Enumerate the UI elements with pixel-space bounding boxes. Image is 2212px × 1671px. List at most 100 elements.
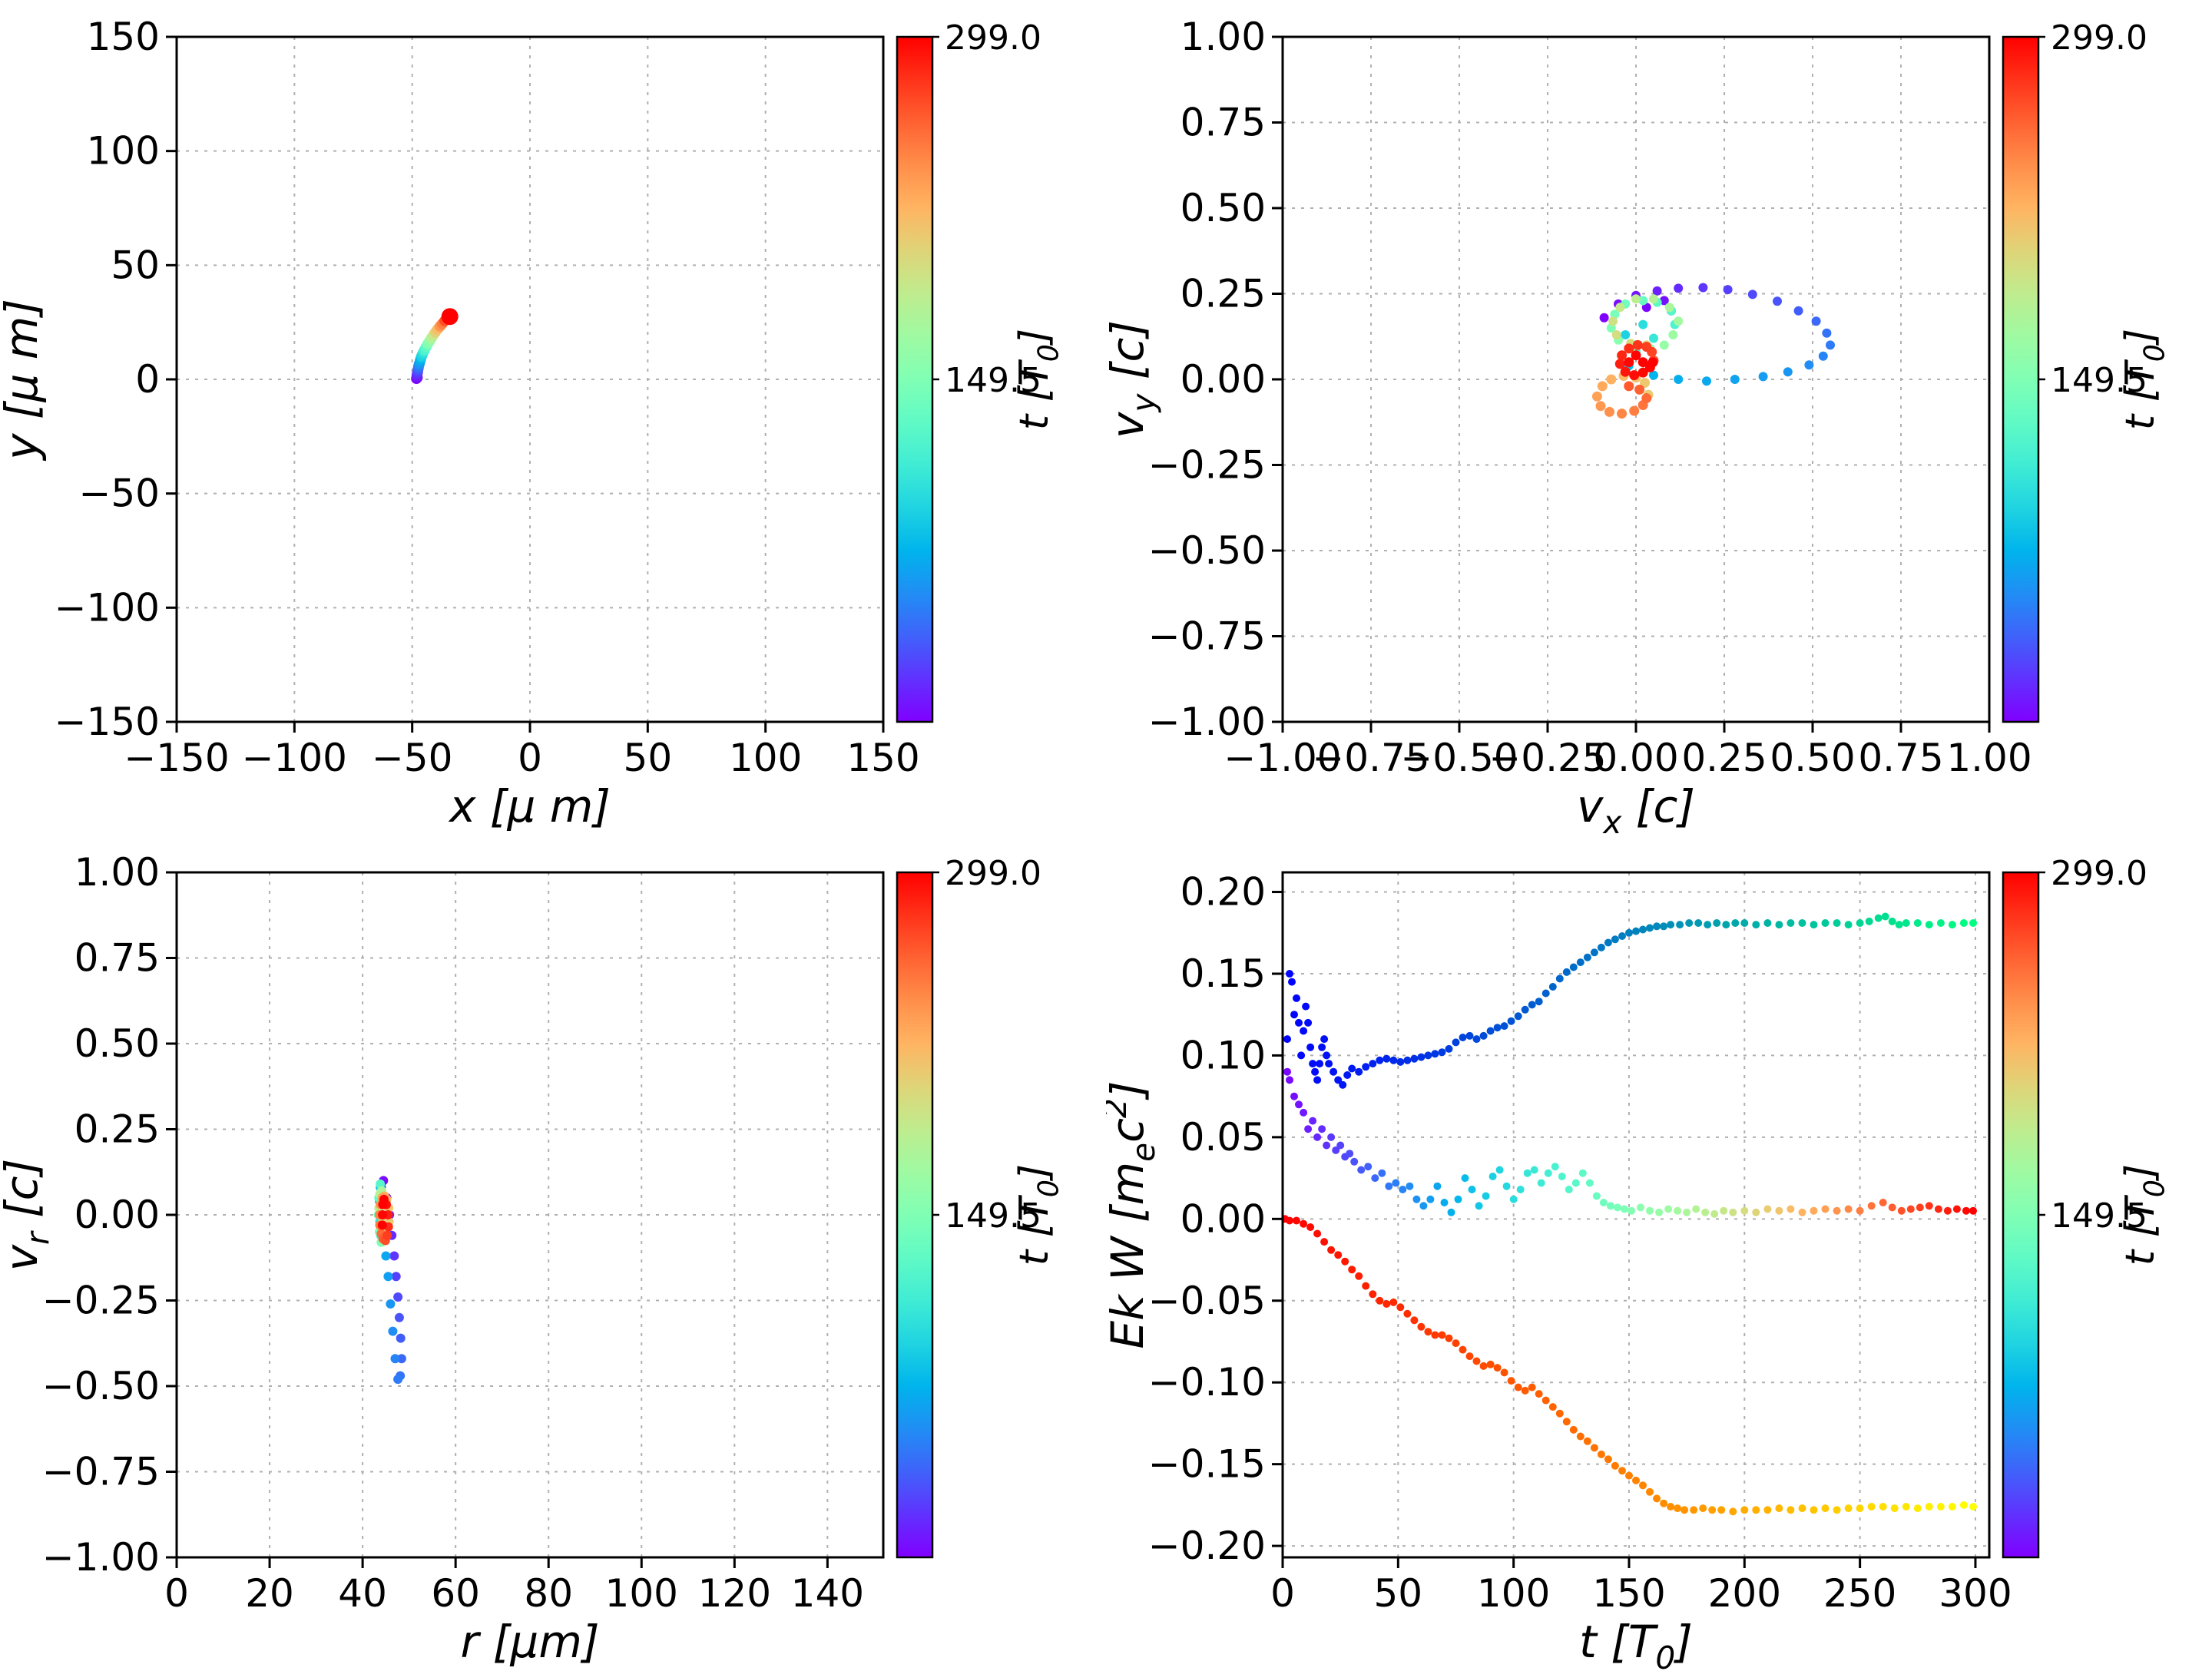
data-point <box>1667 1503 1675 1511</box>
data-point <box>1649 294 1658 304</box>
data-point <box>1821 919 1830 927</box>
data-point <box>1775 1206 1783 1215</box>
data-point <box>1879 1503 1887 1511</box>
data-point <box>378 1199 388 1209</box>
data-point <box>1555 1409 1564 1418</box>
data-point <box>1959 1501 1968 1509</box>
data-point <box>1295 1018 1303 1027</box>
data-point <box>1313 1229 1322 1238</box>
y-tick-label: −50 <box>78 472 160 516</box>
data-point <box>1412 1195 1421 1203</box>
data-point <box>391 1272 401 1282</box>
data-point <box>1674 1206 1682 1215</box>
data-point <box>378 1210 388 1219</box>
data-point <box>1888 917 1896 925</box>
data-point <box>1637 357 1648 368</box>
data-point <box>1775 921 1783 929</box>
data-point <box>1302 1002 1310 1011</box>
y-tick-label: 0.15 <box>1181 951 1266 996</box>
data-point <box>394 1312 404 1322</box>
data-point <box>1638 296 1648 306</box>
data-point <box>1674 316 1684 326</box>
x-tick-label: −0.25 <box>1488 736 1606 780</box>
data-point <box>1649 333 1658 343</box>
colorbar-tick-label: 149.5 <box>945 361 1041 400</box>
x-tick-label: −100 <box>242 736 347 780</box>
data-point <box>1653 922 1661 931</box>
data-point <box>1509 1195 1518 1203</box>
y-tick-label: −0.50 <box>1148 528 1266 573</box>
data-point <box>1717 1506 1726 1514</box>
data-point <box>1371 1174 1379 1183</box>
data-point <box>1334 1076 1343 1084</box>
data-point <box>1969 919 1977 927</box>
y-tick-label: 100 <box>87 129 160 174</box>
data-point <box>1318 1043 1326 1051</box>
data-point <box>1786 1506 1795 1514</box>
colorbar-tick-label: 299.0 <box>2051 18 2147 58</box>
data-point <box>1583 953 1591 961</box>
data-point <box>1419 1202 1428 1210</box>
data-point <box>1783 367 1793 377</box>
data-point <box>1653 1494 1661 1503</box>
colorbar-label: t [T0] <box>2118 329 2171 430</box>
data-point <box>1888 1203 1896 1212</box>
data-point <box>1674 1504 1682 1513</box>
data-point <box>1309 1060 1317 1068</box>
data-point <box>1702 376 1711 386</box>
data-point <box>1624 381 1634 392</box>
data-point <box>1608 316 1618 326</box>
data-point <box>1535 998 1543 1006</box>
y-tick-label: 1.00 <box>75 850 160 895</box>
data-point <box>1708 1506 1717 1514</box>
data-point <box>386 1299 396 1309</box>
data-point <box>1722 921 1730 929</box>
data-point <box>1343 1071 1352 1079</box>
colorbar-tick-label: 299.0 <box>2051 854 2147 893</box>
data-point <box>1325 1060 1333 1068</box>
data-point <box>1535 1390 1543 1398</box>
data-point <box>1486 1027 1495 1035</box>
x-tick-label: 150 <box>1592 1571 1665 1616</box>
data-point <box>1833 919 1841 927</box>
data-point <box>1306 1043 1315 1051</box>
data-point <box>1681 1506 1689 1514</box>
data-point <box>1618 932 1626 940</box>
y-tick-label: 0.10 <box>1181 1033 1266 1077</box>
data-point <box>377 1220 387 1230</box>
data-point <box>1283 1067 1291 1076</box>
data-point <box>1590 948 1598 957</box>
data-point <box>1604 406 1614 417</box>
colorbar-tick-label: 299.0 <box>945 18 1041 58</box>
data-point <box>1913 1504 1922 1513</box>
data-point <box>1507 1377 1515 1385</box>
x-tick-label: 250 <box>1823 1571 1896 1616</box>
data-point <box>1341 1257 1349 1266</box>
data-point <box>1362 1063 1370 1071</box>
x-tick-label: 0 <box>1270 1571 1295 1616</box>
data-point <box>1969 1503 1977 1511</box>
y-tick-label: 150 <box>87 15 160 59</box>
data-point <box>1641 342 1652 352</box>
data-point <box>1290 1092 1298 1100</box>
data-point <box>1495 1166 1504 1174</box>
y-tick-label: 0.75 <box>75 936 160 981</box>
data-point <box>1775 1504 1783 1513</box>
data-point <box>1475 1202 1483 1210</box>
data-point <box>1438 1048 1446 1057</box>
data-point <box>1685 919 1694 927</box>
data-point <box>1962 1206 1970 1215</box>
y-tick-label: 0.00 <box>75 1193 160 1237</box>
colorbar-gradient <box>897 872 932 1557</box>
data-point <box>1313 1133 1322 1141</box>
data-point <box>1313 1076 1322 1084</box>
data-point <box>1674 283 1684 293</box>
data-point <box>1694 919 1703 927</box>
data-point <box>1440 1199 1449 1206</box>
data-point <box>1445 1044 1453 1053</box>
colorbar-tick-label: 149.5 <box>945 1196 1041 1236</box>
data-point <box>1639 1481 1647 1490</box>
x-axis-label: x [μ m] <box>448 780 611 832</box>
data-point <box>1571 1179 1580 1187</box>
data-point <box>1369 1060 1377 1068</box>
